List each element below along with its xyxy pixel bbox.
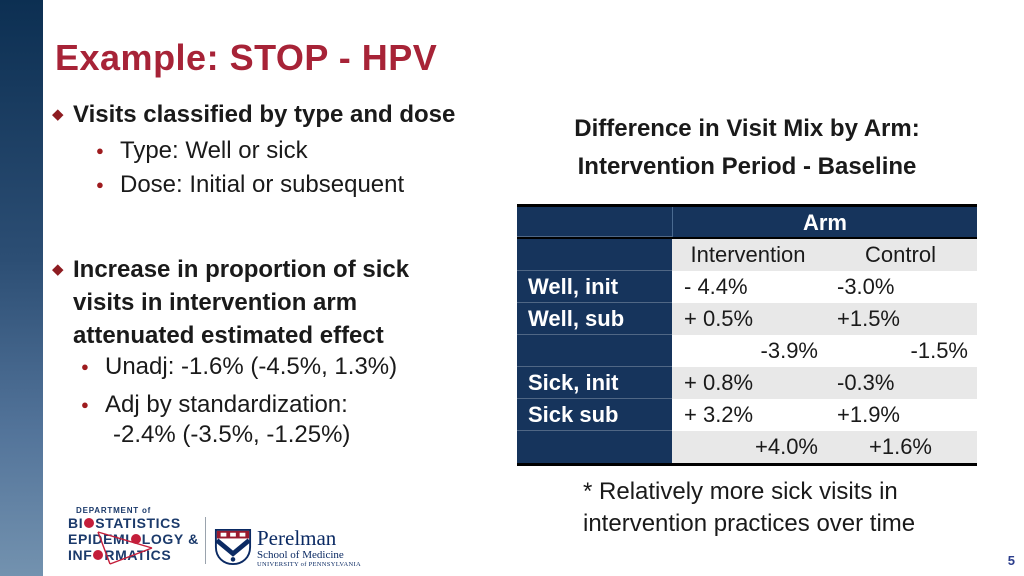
penn-university: UNIVERSITY of PENNSYLVANIA (257, 561, 361, 568)
dept-line1-pre: BI (68, 515, 84, 531)
intervention-subtotal: -3.9% (672, 335, 824, 367)
bullet-item-text: Type: Well or sick (120, 137, 308, 164)
table-title-line1: Difference in Visit Mix by Arm: (574, 115, 920, 142)
table-subtotal-row: -3.9% -1.5% (517, 335, 977, 367)
bullet-heading-text: Visits classified by type and dose (73, 101, 456, 128)
penn-logo-text: Perelman School of Medicine UNIVERSITY o… (257, 528, 361, 569)
table-row: Sick sub + 3.2% +1.9% (517, 399, 977, 431)
table-subtotal-row: +4.0% +1.6% (517, 431, 977, 463)
red-node-icon (130, 534, 141, 544)
intervention-value: + 3.2% (672, 399, 824, 431)
row-label: Sick, init (517, 367, 672, 399)
dept-line3: INF RMATICS (68, 547, 199, 563)
intervention-header-cell: Intervention (672, 239, 824, 271)
dot-bullet-icon: ● (96, 143, 104, 158)
visit-mix-table: Arm Intervention Control Well, init - 4.… (517, 204, 977, 466)
logo-divider (205, 517, 206, 564)
intervention-value: + 0.5% (672, 303, 824, 335)
bullet-group1-heading: ◆ Visits classified by type and dose (52, 98, 455, 131)
dept-line3-pre: INF (68, 547, 93, 563)
bullet-continuation-text: -2.4% (-3.5%, -1.25%) (113, 421, 351, 448)
control-header-cell: Control (824, 239, 977, 271)
dept-line1: BI STATISTICS (68, 515, 199, 531)
bullet-item-text: Dose: Initial or subsequent (120, 171, 405, 198)
dot-bullet-icon: ● (81, 397, 89, 412)
intervention-value: + 0.8% (672, 367, 824, 399)
intervention-subtotal: +4.0% (672, 431, 824, 463)
bullet-group2-heading: ◆ Increase in proportion of sick visits … (52, 253, 409, 352)
red-node-icon (93, 550, 104, 560)
bullet-group2-item1: ● Unadj: -1.6% (-4.5%, 1.3%) (81, 350, 397, 384)
dot-bullet-icon: ● (96, 177, 104, 192)
control-value: -0.3% (824, 367, 977, 399)
dept-biostatistics-logo: DEPARTMENT of BI STATISTICS EPIDEMI LOGY &… (68, 506, 199, 565)
intervention-value: - 4.4% (672, 271, 824, 303)
control-value: -3.0% (824, 271, 977, 303)
perelman-logo: Perelman School of Medicine UNIVERSITY o… (214, 528, 361, 569)
row-label (517, 431, 672, 463)
control-value: +1.5% (824, 303, 977, 335)
left-gradient-bar (0, 0, 43, 576)
penn-shield-icon (214, 528, 252, 566)
dept-line2: EPIDEMI LOGY & (68, 531, 199, 547)
dept-line2-pre: EPIDEMI (68, 531, 130, 547)
red-node-icon (84, 518, 95, 528)
table-title: Difference in Visit Mix by Arm: Interven… (517, 110, 977, 186)
penn-school: School of Medicine (257, 549, 344, 561)
bullet-item-text: Unadj: -1.6% (-4.5%, 1.3%) (105, 353, 398, 380)
bullet-group1-item2: ● Dose: Initial or subsequent (96, 168, 404, 202)
table-title-line2: Intervention Period - Baseline (577, 153, 917, 180)
control-subtotal: +1.6% (824, 431, 977, 463)
bullet-group1-item1: ● Type: Well or sick (96, 134, 308, 168)
dot-bullet-icon: ● (81, 359, 89, 374)
table-row: Well, sub + 0.5% +1.5% (517, 303, 977, 335)
bullet-heading-text: Increase in proportion of sick visits in… (73, 256, 410, 349)
table-corner-cell (517, 207, 672, 237)
row-label: Well, init (517, 271, 672, 303)
row-label: Well, sub (517, 303, 672, 335)
bullet-group2-item2: ● Adj by standardization: (81, 388, 348, 422)
table-header-arm-row: Arm (517, 207, 977, 239)
table-row: Sick, init + 0.8% -0.3% (517, 367, 977, 399)
control-value: +1.9% (824, 399, 977, 431)
dept-line3-post: RMATICS (104, 547, 172, 563)
dept-line1-post: STATISTICS (95, 515, 181, 531)
bullet-item-text: Adj by standardization: (105, 391, 348, 418)
table-corner-cell (517, 239, 672, 271)
logo-network-lines-icon (97, 531, 153, 565)
page-title: Example: STOP - HPV (55, 37, 438, 78)
table-row: Well, init - 4.4% -3.0% (517, 271, 977, 303)
page-number: 5 (1007, 553, 1015, 568)
diamond-bullet-icon: ◆ (52, 106, 64, 123)
row-label (517, 335, 672, 367)
diamond-bullet-icon: ◆ (52, 261, 64, 278)
row-label: Sick sub (517, 399, 672, 431)
dept-line0: DEPARTMENT of (76, 506, 152, 515)
table-footnote: * Relatively more sick visits in interve… (583, 478, 916, 537)
arm-header-cell: Arm (672, 207, 977, 237)
penn-name: Perelman (257, 526, 337, 550)
dept-line2-post: LOGY & (141, 531, 199, 547)
table-header-groups-row: Intervention Control (517, 239, 977, 271)
control-subtotal: -1.5% (824, 335, 977, 367)
